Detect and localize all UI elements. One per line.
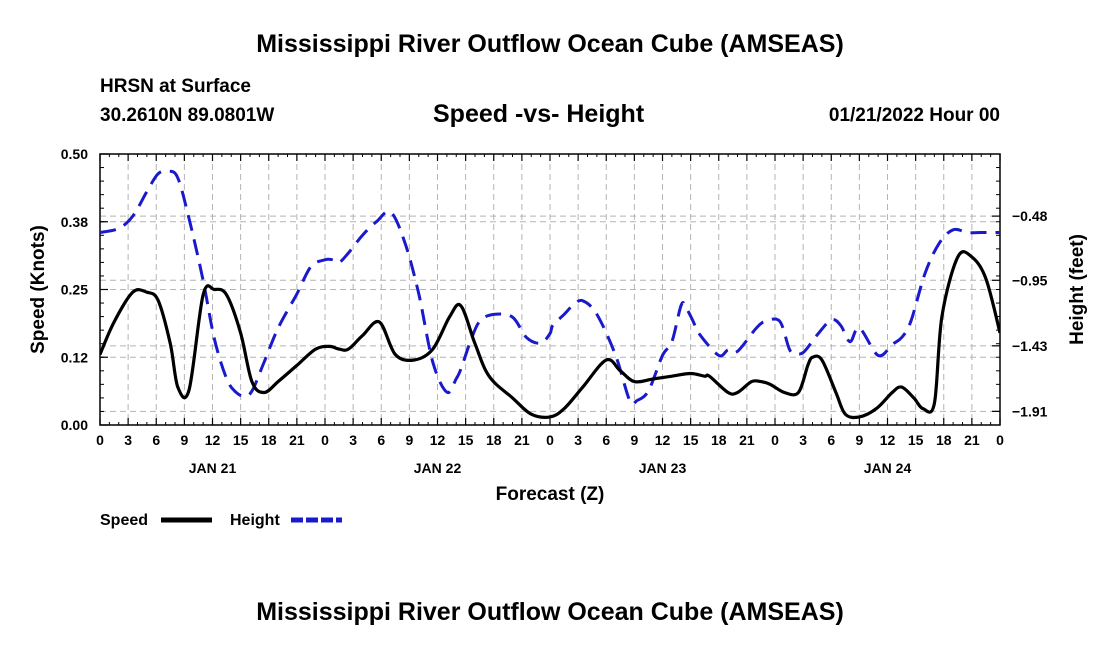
legend-speed-label: Speed xyxy=(100,512,148,529)
y-tick-label: 0.12 xyxy=(61,349,88,365)
forecast-datetime: 01/21/2022 Hour 00 xyxy=(828,105,1000,126)
x-tick-label: 0 xyxy=(546,432,554,448)
x-tick-label: 18 xyxy=(711,432,727,448)
chart-subtitle: Speed -vs- Height xyxy=(433,100,645,128)
series-line-height xyxy=(100,169,1000,406)
day-label: JAN 24 xyxy=(864,460,912,476)
day-label: JAN 21 xyxy=(189,460,237,476)
main-title: Mississippi River Outflow Ocean Cube (AM… xyxy=(256,30,844,58)
y2-tick-label: −1.43 xyxy=(1012,338,1048,354)
x-tick-label: 18 xyxy=(486,432,502,448)
series-line-speed xyxy=(100,250,1000,420)
y2-tick-label: −1.91 xyxy=(1012,403,1048,419)
y2-tick-label: −0.48 xyxy=(1012,208,1048,224)
x-tick-label: 12 xyxy=(205,432,221,448)
y2-axis-label: Height (feet) xyxy=(1067,234,1088,345)
x-tick-label: 21 xyxy=(289,432,305,448)
y2-tick-label: −0.95 xyxy=(1012,272,1048,288)
x-tick-label: 9 xyxy=(630,432,638,448)
x-tick-label: 0 xyxy=(771,432,779,448)
x-tick-label: 3 xyxy=(799,432,807,448)
x-tick-label: 9 xyxy=(405,432,413,448)
x-tick-label: 21 xyxy=(739,432,755,448)
x-tick-label: 21 xyxy=(964,432,980,448)
x-tick-label: 3 xyxy=(574,432,582,448)
x-tick-label: 18 xyxy=(936,432,952,448)
x-tick-label: 18 xyxy=(261,432,277,448)
y-tick-label: 0.00 xyxy=(61,417,88,433)
x-tick-label: 6 xyxy=(152,432,160,448)
x-tick-label: 9 xyxy=(180,432,188,448)
day-label: JAN 22 xyxy=(414,460,462,476)
y-tick-label: 0.38 xyxy=(61,214,88,230)
x-tick-label: 6 xyxy=(377,432,385,448)
y-axis-label: Speed (Knots) xyxy=(28,225,49,354)
station-coordinates: 30.2610N 89.0801W xyxy=(100,105,275,126)
x-tick-label: 15 xyxy=(458,432,474,448)
x-tick-label: 21 xyxy=(514,432,530,448)
x-tick-label: 0 xyxy=(996,432,1004,448)
x-tick-label: 3 xyxy=(349,432,357,448)
x-tick-label: 15 xyxy=(683,432,699,448)
x-tick-label: 15 xyxy=(233,432,249,448)
x-axis-label: Forecast (Z) xyxy=(496,484,605,505)
x-tick-label: 6 xyxy=(602,432,610,448)
y-tick-label: 0.25 xyxy=(61,282,88,298)
x-tick-label: 12 xyxy=(655,432,671,448)
x-tick-label: 0 xyxy=(96,432,104,448)
x-tick-label: 9 xyxy=(855,432,863,448)
bottom-title: Mississippi River Outflow Ocean Cube (AM… xyxy=(256,598,844,626)
x-tick-label: 3 xyxy=(124,432,132,448)
x-tick-label: 0 xyxy=(321,432,329,448)
station-label: HRSN at Surface xyxy=(100,76,251,97)
day-label: JAN 23 xyxy=(639,460,687,476)
x-tick-label: 15 xyxy=(908,432,924,448)
y-tick-label: 0.50 xyxy=(61,146,88,162)
x-tick-label: 12 xyxy=(430,432,446,448)
x-tick-label: 12 xyxy=(880,432,896,448)
x-tick-label: 6 xyxy=(827,432,835,448)
legend-height-label: Height xyxy=(230,512,280,529)
